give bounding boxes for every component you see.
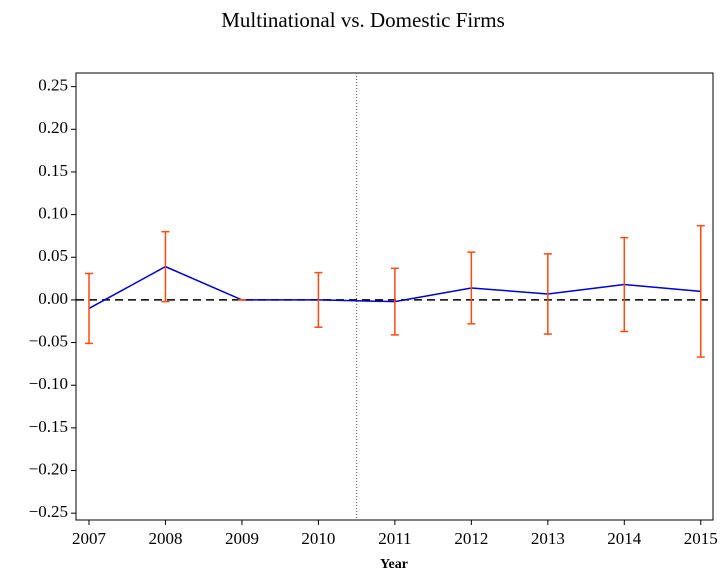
x-tick-label: 2010 <box>301 529 335 548</box>
x-tick-label: 2012 <box>454 529 488 548</box>
error-bar <box>696 224 705 358</box>
y-tick-label: 0.10 <box>38 204 68 223</box>
x-tick-label: 2011 <box>378 529 411 548</box>
error-bar <box>467 251 476 325</box>
y-tick-label: 0.15 <box>38 161 68 180</box>
y-tick-label: 0.20 <box>38 118 68 137</box>
error-bar <box>314 271 323 328</box>
x-tick-label: 2008 <box>148 529 182 548</box>
x-tick-label: 2015 <box>684 529 718 548</box>
x-axis-label: Year <box>380 557 408 572</box>
x-tick-label: 2013 <box>531 529 565 548</box>
x-tick-label: 2014 <box>607 529 642 548</box>
error-bar <box>161 230 170 303</box>
error-bar <box>85 272 93 345</box>
y-tick-label: −0.10 <box>29 374 68 393</box>
error-bar <box>543 253 552 335</box>
chart-title: Multinational vs. Domestic Firms <box>221 8 505 32</box>
error-bar <box>620 236 629 333</box>
y-tick-label: −0.25 <box>29 502 68 521</box>
x-tick-label: 2009 <box>225 529 259 548</box>
y-tick-label: −0.15 <box>29 417 68 436</box>
error-bar <box>390 267 399 336</box>
y-tick-label: 0.05 <box>38 246 68 265</box>
y-tick-label: −0.20 <box>29 459 68 478</box>
y-tick-label: 0.00 <box>38 289 68 308</box>
x-tick-label: 2007 <box>72 529 107 548</box>
y-tick-label: −0.05 <box>29 331 68 350</box>
y-tick-label: 0.25 <box>38 76 68 95</box>
